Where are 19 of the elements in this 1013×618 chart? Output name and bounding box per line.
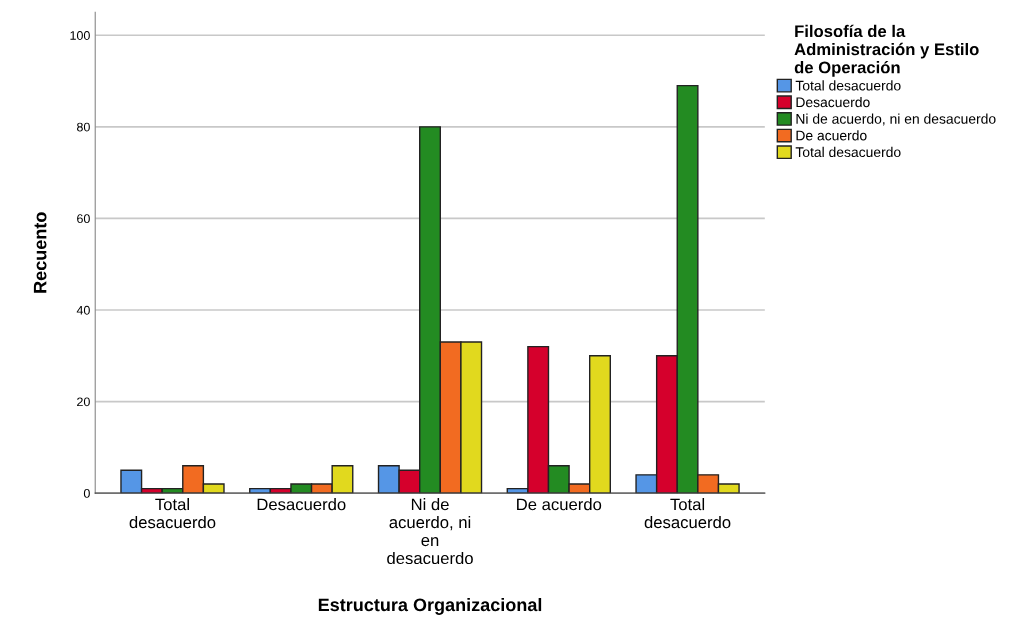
legend-title: Filosofía de la Administración y Estilo de Operación xyxy=(794,24,979,77)
y-tick-label: 0 xyxy=(83,488,90,498)
legend-label: Desacuerdo xyxy=(796,96,870,108)
x-axis-title: Estructura Organizacional xyxy=(318,597,542,615)
y-tick-label: 100 xyxy=(70,31,90,40)
y-axis-title: Recuento xyxy=(33,212,47,293)
legend-label: Total desacuerdo xyxy=(795,80,901,91)
y-tick-label: 40 xyxy=(76,305,90,315)
legend-label: Ni de acuerdo, ni en desacuerdo xyxy=(796,113,996,126)
y-tick-label: 80 xyxy=(77,122,90,132)
y-tick-label: 20 xyxy=(77,397,90,407)
legend-label: De acuerdo xyxy=(796,130,867,141)
x-tick-label: Total desacuerdo xyxy=(644,498,731,529)
legend-label: Total desacuerdo xyxy=(795,146,901,158)
x-tick-label: Desacuerdo xyxy=(257,498,346,511)
x-tick-label: De acuerdo xyxy=(517,498,602,511)
x-tick-label: Total desacuerdo xyxy=(129,498,216,529)
y-tick-label: 60 xyxy=(77,214,90,224)
x-tick-label: Ni de acuerdo, ni en desacuerdo xyxy=(387,498,473,565)
